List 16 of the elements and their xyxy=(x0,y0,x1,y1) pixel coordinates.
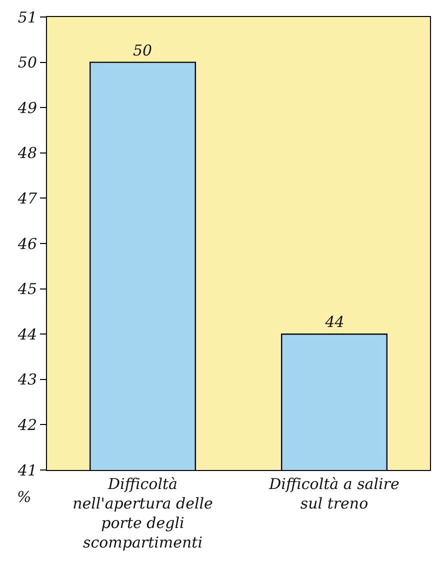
data-label: 44 xyxy=(324,313,344,332)
y-tick-label: 51 xyxy=(18,8,37,26)
y-tick-label: 46 xyxy=(16,234,38,253)
y-tick-label: 49 xyxy=(16,98,38,117)
y-axis-title: % xyxy=(17,488,32,506)
x-tick-label: Difficoltà a salire sul treno xyxy=(268,475,400,512)
data-label: 50 xyxy=(132,41,153,60)
y-tick-label: 50 xyxy=(18,54,38,72)
y-tick-label: 44 xyxy=(16,325,37,344)
y-tick-label: 42 xyxy=(16,416,37,434)
y-tick-label: 43 xyxy=(16,370,37,389)
y-tick-label: 41 xyxy=(16,461,37,480)
y-tick-label: 45 xyxy=(16,280,37,298)
x-tick-label: Difficoltà nell'apertura delle porte degli scompartimenti xyxy=(72,475,214,552)
y-tick-label: 48 xyxy=(16,144,37,162)
y-tick-label: 47 xyxy=(16,189,38,208)
